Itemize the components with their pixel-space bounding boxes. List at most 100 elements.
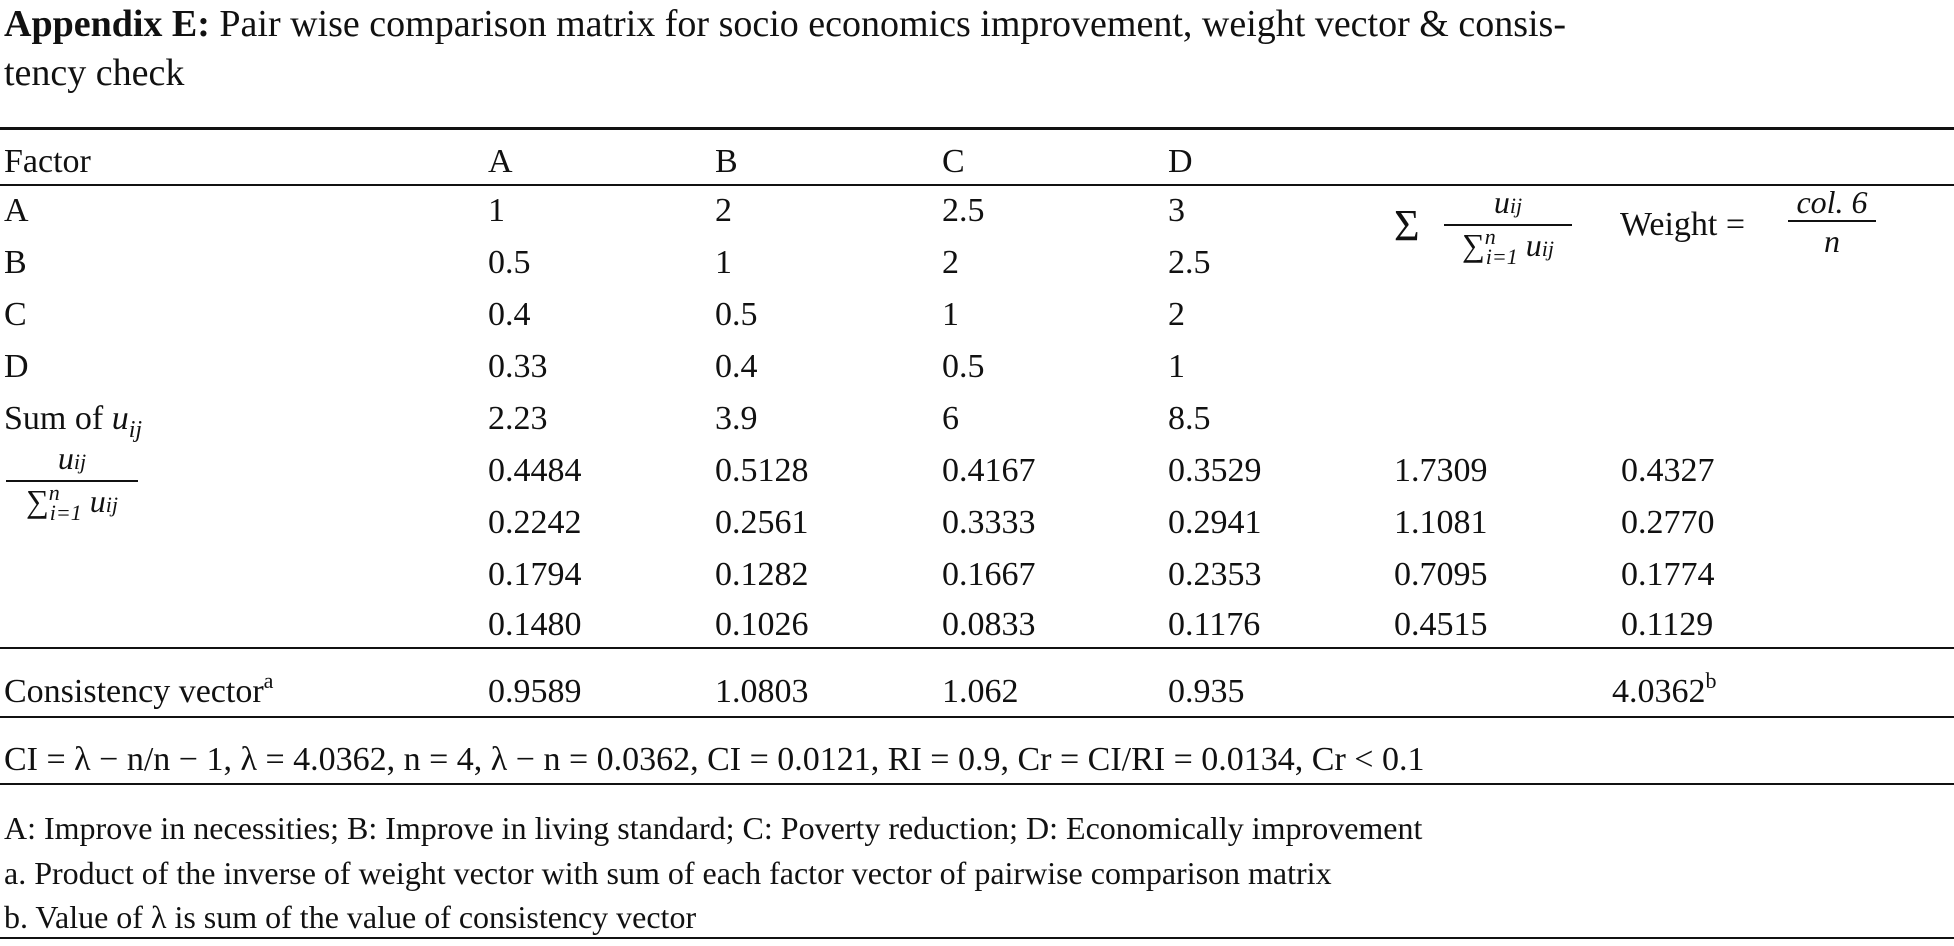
var-u: u	[1493, 184, 1510, 220]
cell-value: 2	[942, 244, 959, 281]
cell-value: 0.9589	[488, 673, 582, 710]
var-u: u	[57, 440, 74, 476]
weight-fraction: col. 6 n	[1788, 184, 1876, 260]
var-u: u	[89, 483, 106, 519]
formula-rule	[0, 783, 1954, 785]
cell-value: 0.2561	[715, 504, 809, 541]
sup-n: n	[48, 480, 60, 505]
consistency-label-text: Consistency vector	[4, 673, 264, 710]
lambda-value: 4.0362	[1612, 673, 1706, 710]
cell-value: 2.5	[942, 192, 985, 229]
note-b: b. Value of λ is sum of the value of con…	[4, 899, 697, 935]
cell-value: 0.0833	[942, 606, 1036, 643]
row-sum: 1.1081	[1394, 504, 1488, 541]
cell-value: 1	[942, 296, 959, 333]
row-factor: C	[4, 296, 27, 333]
cell-value: 0.3529	[1168, 452, 1262, 489]
cell-value: 0.3333	[942, 504, 1036, 541]
cell-value: 3	[1168, 192, 1185, 229]
cell-value: 2.23	[488, 400, 548, 437]
sub-ij: ij	[1541, 236, 1554, 261]
cell-value: 0.1282	[715, 556, 809, 593]
sub-i1: i=1	[49, 500, 82, 525]
cell-value: 0.33	[488, 348, 548, 385]
caption-label: Appendix E:	[4, 3, 210, 45]
normalized-label-fraction: uij ∑ni=1 uij	[6, 440, 138, 525]
cell-value: 1	[488, 192, 505, 229]
fraction-bar	[6, 480, 138, 482]
cell-value: 0.935	[1168, 673, 1245, 710]
sub-ij: ij	[105, 492, 118, 517]
cell-value: 0.5128	[715, 452, 809, 489]
cell-value: 0.4167	[942, 452, 1036, 489]
fraction-bar	[1444, 224, 1572, 226]
table-caption: Appendix E: Pair wise comparison matrix …	[4, 0, 1950, 98]
header-factor: Factor	[4, 143, 91, 180]
cell-value: 1	[715, 244, 732, 281]
cell-value: 3.9	[715, 400, 758, 437]
cell-value: 0.1480	[488, 606, 582, 643]
sigma-symbol: Σ	[1394, 201, 1420, 250]
sub-i1: i=1	[1485, 244, 1518, 269]
consistency-total: 4.0362b	[1612, 668, 1717, 715]
caption-text-line2: tency check	[4, 52, 185, 94]
cell-value: 1.062	[942, 673, 1019, 710]
cell-value: 0.2941	[1168, 504, 1262, 541]
row-weight: 0.1129	[1621, 606, 1714, 643]
sup-n: n	[1484, 224, 1496, 249]
caption-text-line1: Pair wise comparison matrix for socio ec…	[219, 3, 1566, 45]
cell-value: 0.1794	[488, 556, 582, 593]
sub-ij: ij	[1509, 193, 1523, 218]
cell-value: 0.5	[942, 348, 985, 385]
note-a: a. Product of the inverse of weight vect…	[4, 855, 1332, 891]
cell-value: 2	[715, 192, 732, 229]
header-b: B	[715, 143, 738, 180]
cell-value: 8.5	[1168, 400, 1211, 437]
cell-value: 0.2242	[488, 504, 582, 541]
var-u: u	[1525, 227, 1542, 263]
consistency-rule	[0, 716, 1954, 718]
matrix-bottom-rule	[0, 647, 1954, 649]
sum-column-numerator: uij	[1444, 184, 1572, 224]
cell-value: 0.4	[488, 296, 531, 333]
sum-operator: ∑	[25, 483, 49, 519]
header-c: C	[942, 143, 965, 180]
cell-value: 1	[1168, 348, 1185, 385]
sum-row-label: Sum of uij	[4, 399, 143, 443]
sum-column-denominator: ∑ni=1 uij	[1444, 224, 1572, 269]
cell-value: 0.1667	[942, 556, 1036, 593]
sub-ij: ij	[128, 417, 143, 443]
row-factor: D	[4, 348, 29, 385]
sum-operator: ∑	[1461, 227, 1485, 263]
sum-label-text: Sum of	[4, 400, 104, 437]
cell-value: 0.2353	[1168, 556, 1262, 593]
row-weight: 0.4327	[1621, 452, 1715, 489]
cell-value: 6	[942, 400, 959, 437]
row-sum: 1.7309	[1394, 452, 1488, 489]
sum-column-fraction: uij ∑ni=1 uij	[1444, 184, 1572, 269]
cell-value: 2.5	[1168, 244, 1211, 281]
weight-numerator: col. 6	[1796, 184, 1868, 220]
row-factor: B	[4, 244, 27, 281]
row-weight: 0.2770	[1621, 504, 1715, 541]
cell-value: 0.1026	[715, 606, 809, 643]
consistency-label: Consistency vectora	[4, 668, 273, 715]
header-rule	[0, 184, 1954, 186]
top-rule	[0, 127, 1954, 130]
note-legend: A: Improve in necessities; B: Improve in…	[4, 810, 1423, 846]
weight-denominator: n	[1824, 223, 1840, 259]
cell-value: 1.0803	[715, 673, 809, 710]
weight-label: Weight =	[1620, 206, 1746, 243]
normalized-denominator: ∑ni=1 uij	[6, 480, 138, 525]
cell-value: 0.4	[715, 348, 758, 385]
row-sum: 0.4515	[1394, 606, 1488, 643]
row-factor: A	[4, 192, 29, 229]
sub-ij: ij	[73, 449, 87, 474]
cell-value: 0.5	[488, 244, 531, 281]
normalized-numerator: uij	[6, 440, 138, 480]
bottom-rule	[0, 937, 1954, 939]
footnote-marker-b: b	[1705, 668, 1717, 693]
consistency-formula: CI = λ − n/n − 1, λ = 4.0362, n = 4, λ −…	[4, 741, 1425, 778]
footnote-marker-a: a	[263, 668, 274, 693]
row-sum: 0.7095	[1394, 556, 1488, 593]
